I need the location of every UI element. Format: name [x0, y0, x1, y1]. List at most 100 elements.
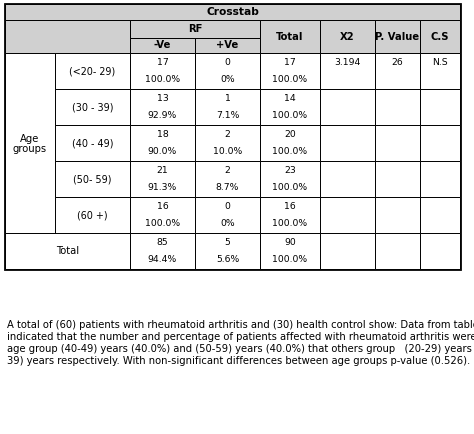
Bar	[195, 38, 260, 53]
Bar	[320, 197, 375, 233]
Text: 90: 90	[284, 238, 296, 247]
Text: (30 - 39): (30 - 39)	[72, 102, 113, 112]
Bar	[130, 161, 195, 197]
Text: N.S: N.S	[432, 58, 448, 67]
Bar	[130, 197, 195, 233]
Text: (60 +): (60 +)	[77, 210, 108, 220]
Bar	[130, 233, 195, 269]
Text: RF: RF	[188, 24, 202, 34]
Text: 85: 85	[157, 238, 168, 247]
Bar	[420, 89, 460, 125]
Text: 23: 23	[284, 166, 296, 175]
Text: 92.9%: 92.9%	[148, 111, 177, 120]
Bar	[260, 161, 320, 197]
Text: 3.194: 3.194	[334, 58, 361, 67]
Text: 17: 17	[156, 58, 168, 67]
Bar	[260, 197, 320, 233]
Bar	[195, 53, 260, 89]
Text: 90.0%: 90.0%	[148, 147, 177, 156]
Text: (40 - 49): (40 - 49)	[72, 138, 113, 148]
Bar	[375, 20, 420, 53]
Text: 100.0%: 100.0%	[273, 75, 308, 84]
Text: 21: 21	[156, 166, 168, 175]
Text: age group (40-49) years (40.0%) and (50-59) years (40.0%) that others group   (2: age group (40-49) years (40.0%) and (50-…	[7, 344, 474, 354]
Text: indicated that the number and percentage of patients affected with rheumatoid ar: indicated that the number and percentage…	[7, 332, 474, 342]
Text: (50- 59): (50- 59)	[73, 174, 112, 184]
Text: 2: 2	[225, 130, 230, 139]
Text: 100.0%: 100.0%	[145, 219, 180, 228]
Bar	[420, 53, 460, 89]
Text: 0: 0	[225, 58, 230, 67]
Bar	[55, 197, 130, 233]
Bar	[5, 4, 460, 269]
Text: 94.4%: 94.4%	[148, 255, 177, 264]
Text: P. Value: P. Value	[375, 32, 419, 42]
Bar	[55, 89, 130, 125]
Bar	[130, 53, 195, 89]
Bar	[320, 20, 375, 53]
Bar	[320, 233, 375, 269]
Text: 17: 17	[284, 58, 296, 67]
Bar	[5, 53, 55, 233]
Text: 91.3%: 91.3%	[148, 183, 177, 192]
Bar	[195, 125, 260, 161]
Bar	[130, 125, 195, 161]
Bar	[55, 161, 130, 197]
Text: 16: 16	[284, 202, 296, 211]
Text: Crosstab: Crosstab	[206, 7, 259, 17]
Bar	[320, 89, 375, 125]
Text: Total: Total	[56, 246, 79, 256]
Bar	[130, 89, 195, 125]
Bar	[320, 161, 375, 197]
Bar	[420, 20, 460, 53]
Text: 39) years respectively. With non-significant differences between age groups p-va: 39) years respectively. With non-signifi…	[7, 356, 470, 366]
Bar	[260, 233, 320, 269]
Bar	[420, 125, 460, 161]
Bar	[5, 4, 460, 20]
Text: X2: X2	[340, 32, 355, 42]
Text: 13: 13	[156, 94, 168, 103]
Text: 26: 26	[392, 58, 403, 67]
Bar	[375, 161, 420, 197]
Bar	[55, 125, 130, 161]
Bar	[375, 89, 420, 125]
Text: 1: 1	[225, 94, 230, 103]
Bar	[320, 53, 375, 89]
Text: -Ve: -Ve	[154, 40, 171, 50]
Bar	[375, 197, 420, 233]
Text: +Ve: +Ve	[216, 40, 238, 50]
Text: 5.6%: 5.6%	[216, 255, 239, 264]
Text: 0: 0	[225, 202, 230, 211]
Text: 2: 2	[225, 166, 230, 175]
Text: 14: 14	[284, 94, 296, 103]
Bar	[130, 38, 195, 53]
Bar	[420, 233, 460, 269]
Text: Age: Age	[20, 134, 40, 144]
Bar	[195, 233, 260, 269]
Text: 100.0%: 100.0%	[273, 183, 308, 192]
Text: 100.0%: 100.0%	[273, 147, 308, 156]
Text: Total: Total	[276, 32, 304, 42]
Text: 16: 16	[156, 202, 168, 211]
Text: 5: 5	[225, 238, 230, 247]
Text: 7.1%: 7.1%	[216, 111, 239, 120]
Text: 0%: 0%	[220, 75, 235, 84]
Bar	[55, 53, 130, 89]
Bar	[420, 161, 460, 197]
Bar	[5, 233, 130, 269]
Text: 100.0%: 100.0%	[145, 75, 180, 84]
Text: 100.0%: 100.0%	[273, 111, 308, 120]
Bar	[375, 53, 420, 89]
Bar	[5, 20, 130, 53]
Text: 100.0%: 100.0%	[273, 219, 308, 228]
Bar	[320, 125, 375, 161]
Bar	[420, 197, 460, 233]
Bar	[375, 233, 420, 269]
Bar	[195, 161, 260, 197]
Bar	[195, 197, 260, 233]
Bar	[260, 20, 320, 53]
Bar	[260, 53, 320, 89]
Text: 100.0%: 100.0%	[273, 255, 308, 264]
Bar	[260, 125, 320, 161]
Text: 10.0%: 10.0%	[213, 147, 242, 156]
